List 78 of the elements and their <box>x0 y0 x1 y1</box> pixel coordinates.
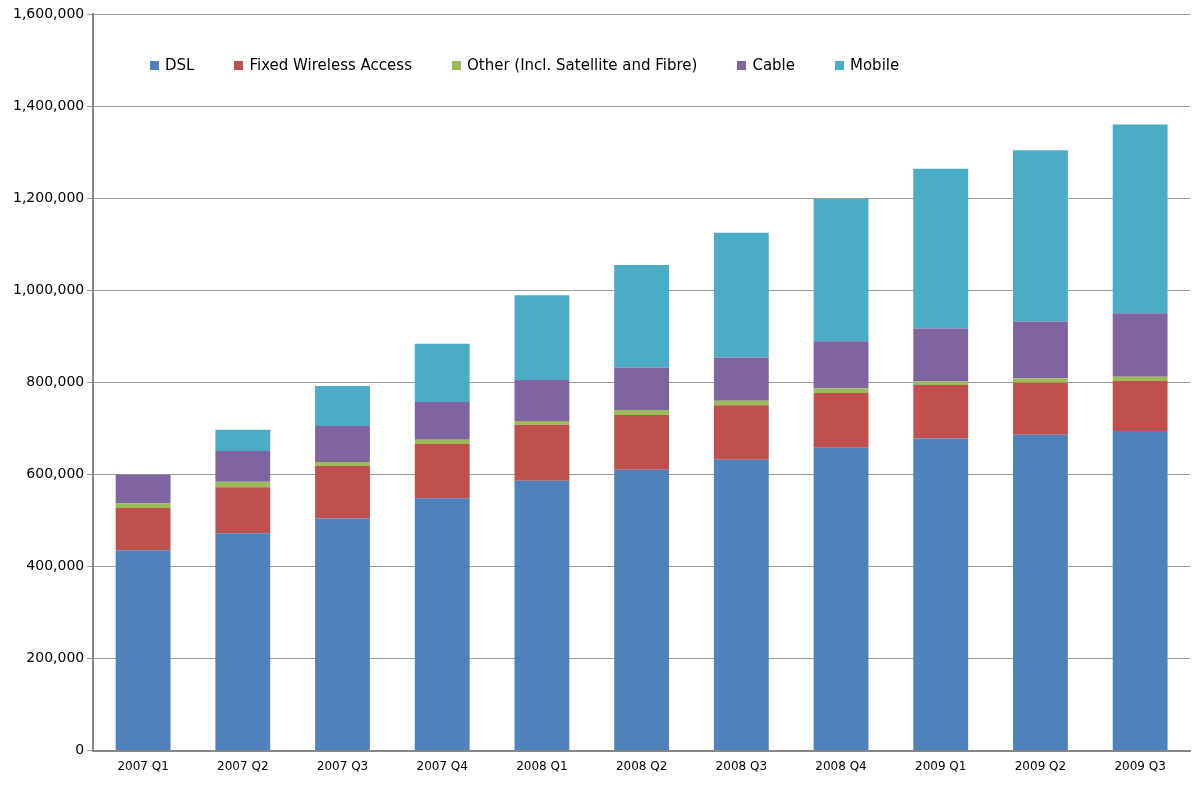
bar <box>414 443 470 499</box>
bar <box>1112 380 1168 432</box>
y-tick-label: 1,000,000 <box>12 280 85 297</box>
bar <box>913 438 969 751</box>
bar <box>514 420 570 425</box>
bar <box>813 447 869 751</box>
bar <box>414 343 470 403</box>
x-tick-label: 2009 Q2 <box>1014 758 1067 773</box>
bar <box>1112 313 1168 377</box>
x-tick-label: 2007 Q2 <box>217 758 269 773</box>
bar <box>315 518 370 751</box>
bar <box>713 459 769 751</box>
bar <box>215 450 271 482</box>
bar <box>813 199 869 342</box>
y-tick-label: 600,000 <box>26 465 85 482</box>
bar <box>913 328 969 382</box>
x-tick-label: 2008 Q4 <box>815 758 867 773</box>
bar <box>315 466 370 519</box>
y-tick-label: 1,400,000 <box>12 96 85 113</box>
y-tick-label: 0 <box>75 741 85 758</box>
bar <box>514 295 570 380</box>
bar <box>414 402 470 440</box>
bar <box>1013 434 1068 751</box>
bar <box>1112 431 1168 751</box>
bar <box>713 405 769 460</box>
bar <box>1013 382 1068 435</box>
bar <box>115 507 171 551</box>
bar <box>115 474 171 504</box>
bar <box>713 232 769 358</box>
bar <box>215 481 271 488</box>
bar <box>614 469 670 751</box>
bar <box>315 426 370 462</box>
x-tick-label: 2009 Q1 <box>915 758 967 773</box>
legend-label: Cable <box>752 56 795 74</box>
bar <box>514 424 570 481</box>
bar <box>614 414 670 470</box>
bar <box>713 357 769 401</box>
bar <box>813 392 869 448</box>
legend-label: Fixed Wireless Access <box>249 56 412 74</box>
bar <box>514 480 570 751</box>
y-tick-label: 1,600,000 <box>12 4 85 21</box>
y-tick-label: 400,000 <box>26 557 85 574</box>
bar <box>315 461 370 467</box>
legend-label: Mobile <box>850 56 900 74</box>
bar <box>913 168 969 329</box>
x-tick-label: 2008 Q1 <box>516 758 568 773</box>
y-tick-label: 200,000 <box>26 649 85 666</box>
bar <box>1013 321 1068 379</box>
bar <box>813 341 869 389</box>
x-tick-label: 2007 Q1 <box>117 758 169 773</box>
bar <box>614 367 670 410</box>
bar <box>514 380 570 421</box>
bar <box>1112 124 1168 314</box>
bar <box>913 381 969 386</box>
bar <box>1112 376 1168 381</box>
bar <box>215 429 271 451</box>
bar <box>414 498 470 751</box>
x-tick-label: 2007 Q4 <box>416 758 468 773</box>
bar <box>115 550 171 751</box>
bar <box>215 533 271 751</box>
y-tick-label: 1,200,000 <box>12 188 85 205</box>
legend-label: Other (Incl. Satellite and Fibre) <box>466 56 698 74</box>
y-tick-label: 800,000 <box>26 372 85 389</box>
bar <box>215 487 271 534</box>
bar <box>614 264 670 368</box>
x-tick-label: 2009 Q3 <box>1114 758 1166 773</box>
bar <box>115 503 171 508</box>
x-tick-label: 2008 Q2 <box>615 758 668 773</box>
bar <box>1013 150 1068 322</box>
legend-label: DSL <box>165 56 195 74</box>
bar <box>913 385 969 439</box>
x-tick-label: 2007 Q3 <box>316 758 369 773</box>
bar <box>414 439 470 444</box>
bar <box>614 409 670 415</box>
bar <box>315 385 370 427</box>
x-tick-label: 2008 Q3 <box>715 758 768 773</box>
bar <box>1013 378 1068 383</box>
bar <box>813 388 869 393</box>
